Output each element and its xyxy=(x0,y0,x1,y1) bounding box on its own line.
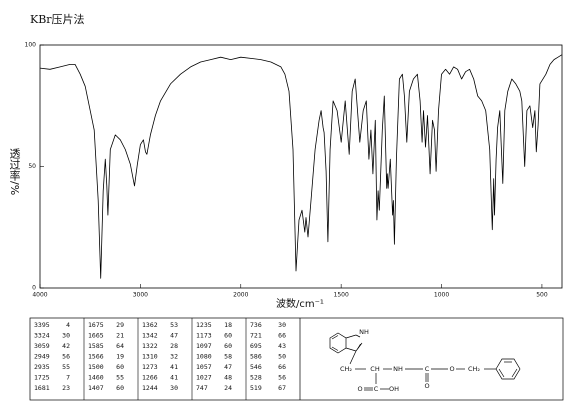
peak-wavenumber: 1566 xyxy=(88,353,104,361)
peak-wavenumber: 1665 xyxy=(88,332,104,340)
peak-wavenumber: 1675 xyxy=(88,321,104,329)
peak-transmittance: 67 xyxy=(278,384,286,392)
peak-transmittance: 55 xyxy=(62,363,70,371)
peak-transmittance: 60 xyxy=(116,363,124,371)
peak-wavenumber: 1500 xyxy=(88,363,104,371)
peak-transmittance: 30 xyxy=(278,321,286,329)
x-tick-label: 1000 xyxy=(434,292,449,299)
peak-transmittance: 47 xyxy=(224,363,232,371)
structure-label: O xyxy=(424,382,429,390)
peak-wavenumber: 519 xyxy=(250,384,262,392)
structure-label: C xyxy=(374,385,379,393)
table-frame xyxy=(29,317,564,401)
peak-transmittance: 43 xyxy=(278,342,286,350)
peak-wavenumber: 1244 xyxy=(142,384,158,392)
peak-transmittance: 4 xyxy=(66,321,70,329)
peak-transmittance: 28 xyxy=(170,342,178,350)
peak-transmittance: 60 xyxy=(224,342,232,350)
peak-wavenumber: 1266 xyxy=(142,374,158,382)
peak-wavenumber: 1362 xyxy=(142,321,158,329)
peak-transmittance: 47 xyxy=(170,332,178,340)
peak-transmittance: 42 xyxy=(62,342,70,350)
peak-transmittance: 29 xyxy=(116,321,124,329)
y-tick-label: 0 xyxy=(32,285,36,292)
peak-transmittance: 60 xyxy=(116,384,124,392)
peak-wavenumber: 1057 xyxy=(196,363,212,371)
structure-drawing xyxy=(329,332,521,391)
peak-transmittance: 56 xyxy=(278,374,286,382)
peak-wavenumber: 3395 xyxy=(34,321,50,329)
peak-transmittance: 7 xyxy=(66,374,70,382)
peak-transmittance: 48 xyxy=(224,374,232,382)
peak-wavenumber: 736 xyxy=(250,321,262,329)
plot-frame xyxy=(39,44,563,289)
structure-label: CH xyxy=(370,365,380,373)
peak-transmittance: 18 xyxy=(224,321,232,329)
x-tick-label: 2000 xyxy=(233,292,248,299)
peak-transmittance: 30 xyxy=(62,332,70,340)
structure-label: C xyxy=(425,365,430,373)
peak-transmittance: 32 xyxy=(170,353,178,361)
y-tick-label: 100 xyxy=(25,42,37,49)
peak-wavenumber: 1585 xyxy=(88,342,104,350)
peak-wavenumber: 747 xyxy=(196,384,208,392)
structure-label: CH₂ xyxy=(340,365,352,373)
peak-transmittance: 41 xyxy=(170,363,178,371)
peak-wavenumber: 546 xyxy=(250,363,262,371)
peak-transmittance: 60 xyxy=(224,332,232,340)
y-tick-label: 50 xyxy=(28,163,36,170)
peak-transmittance: 56 xyxy=(62,353,70,361)
peak-wavenumber: 1322 xyxy=(142,342,158,350)
peak-transmittance: 66 xyxy=(278,363,286,371)
structure-label: NH xyxy=(393,365,403,373)
x-tick-label: 500 xyxy=(536,292,548,299)
chart-title: KBr压片法 xyxy=(30,12,85,26)
peak-wavenumber: 3324 xyxy=(34,332,50,340)
peak-transmittance: 21 xyxy=(116,332,124,340)
structure-label: OH xyxy=(389,385,399,393)
peak-wavenumber: 1173 xyxy=(196,332,212,340)
peak-wavenumber: 2935 xyxy=(34,363,50,371)
peak-wavenumber: 1342 xyxy=(142,332,158,340)
structure-label: O xyxy=(449,365,454,373)
peak-wavenumber: 1097 xyxy=(196,342,212,350)
peak-transmittance: 19 xyxy=(116,353,124,361)
x-tick-label: 4000 xyxy=(32,292,47,299)
x-tick-label: 1500 xyxy=(334,292,349,299)
peak-transmittance: 58 xyxy=(224,353,232,361)
peak-wavenumber: 1310 xyxy=(142,353,158,361)
peak-wavenumber: 1407 xyxy=(88,384,104,392)
x-tick-label: 3000 xyxy=(133,292,148,299)
peak-transmittance: 50 xyxy=(278,353,286,361)
peak-wavenumber: 1273 xyxy=(142,363,158,371)
peak-wavenumber: 3059 xyxy=(34,342,50,350)
peak-transmittance: 24 xyxy=(224,384,232,392)
y-axis-label: 透过率/% xyxy=(8,148,21,195)
peak-wavenumber: 1080 xyxy=(196,353,212,361)
peak-transmittance: 66 xyxy=(278,332,286,340)
peak-transmittance: 30 xyxy=(170,384,178,392)
structure-label: CH₂ xyxy=(468,365,480,373)
peak-transmittance: 53 xyxy=(170,321,178,329)
peak-wavenumber: 2949 xyxy=(34,353,50,361)
peak-transmittance: 55 xyxy=(116,374,124,382)
peak-wavenumber: 1235 xyxy=(196,321,212,329)
peak-wavenumber: 586 xyxy=(250,353,262,361)
structure-label: NH xyxy=(359,328,369,336)
peak-wavenumber: 1460 xyxy=(88,374,104,382)
peak-transmittance: 41 xyxy=(170,374,178,382)
peak-wavenumber: 695 xyxy=(250,342,262,350)
x-axis-label: 波数/cm⁻¹ xyxy=(276,297,324,310)
peak-wavenumber: 528 xyxy=(250,374,262,382)
structure-label: O xyxy=(357,385,362,393)
peak-transmittance: 23 xyxy=(62,384,70,392)
peak-transmittance: 64 xyxy=(116,342,124,350)
peak-wavenumber: 721 xyxy=(250,332,262,340)
peak-wavenumber: 1725 xyxy=(34,374,50,382)
peak-wavenumber: 1681 xyxy=(34,384,50,392)
spectrum-line xyxy=(39,54,563,279)
peak-wavenumber: 1027 xyxy=(196,374,212,382)
